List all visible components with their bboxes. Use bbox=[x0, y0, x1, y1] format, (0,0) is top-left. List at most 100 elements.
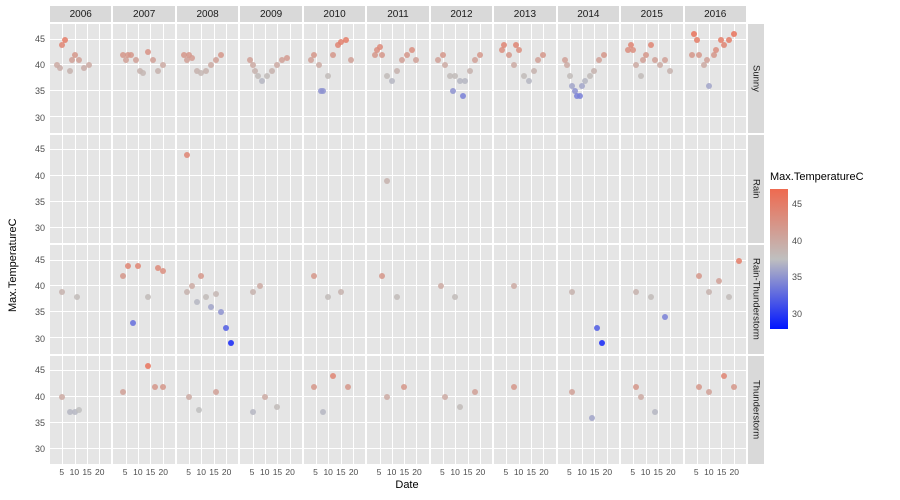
facet-panel bbox=[239, 23, 302, 134]
facet-panel bbox=[366, 355, 429, 466]
data-point bbox=[569, 389, 575, 395]
y-tick-group: 30354045 bbox=[21, 23, 49, 134]
data-point bbox=[511, 62, 517, 68]
data-point bbox=[662, 314, 668, 320]
plot-area: 2006200720082009201020112012201320142015… bbox=[21, 5, 765, 495]
data-point bbox=[457, 404, 463, 410]
data-point bbox=[577, 93, 583, 99]
data-point bbox=[716, 278, 722, 284]
color-legend: Max.TemperatureC 30354045 bbox=[765, 5, 895, 495]
facet-panel bbox=[684, 355, 747, 466]
faceted-scatter-chart: Max.TemperatureC 20062007200820092010201… bbox=[5, 5, 895, 495]
data-point bbox=[140, 70, 146, 76]
data-point bbox=[198, 273, 204, 279]
data-point bbox=[472, 57, 478, 63]
data-point bbox=[736, 258, 742, 264]
data-point bbox=[130, 320, 136, 326]
facet-panel bbox=[176, 355, 239, 466]
col-header: 2014 bbox=[557, 5, 620, 23]
facet-panel bbox=[493, 134, 556, 245]
x-tick-group: 5101520 bbox=[557, 465, 620, 479]
data-point bbox=[535, 57, 541, 63]
data-point bbox=[160, 62, 166, 68]
data-point bbox=[721, 373, 727, 379]
data-point bbox=[638, 394, 644, 400]
facet-panel bbox=[239, 355, 302, 466]
data-point bbox=[218, 309, 224, 315]
data-point bbox=[633, 62, 639, 68]
data-point bbox=[345, 384, 351, 390]
data-point bbox=[338, 289, 344, 295]
facet-panel bbox=[430, 134, 493, 245]
facet-row: 30354045Sunny bbox=[21, 23, 765, 134]
data-point bbox=[208, 304, 214, 310]
data-point bbox=[413, 57, 419, 63]
facet-panel bbox=[493, 244, 556, 355]
data-point bbox=[462, 78, 468, 84]
data-point bbox=[652, 409, 658, 415]
data-point bbox=[394, 294, 400, 300]
facet-panel bbox=[303, 355, 366, 466]
data-point bbox=[145, 294, 151, 300]
data-point bbox=[160, 384, 166, 390]
data-point bbox=[564, 62, 570, 68]
x-tick-group: 5101520 bbox=[49, 465, 112, 479]
data-point bbox=[194, 299, 200, 305]
col-header: 2009 bbox=[239, 5, 302, 23]
facet-panel bbox=[493, 355, 556, 466]
data-point bbox=[706, 289, 712, 295]
data-point bbox=[540, 52, 546, 58]
data-point bbox=[638, 73, 644, 79]
data-point bbox=[184, 152, 190, 158]
data-point bbox=[726, 294, 732, 300]
y-axis-title: Max.TemperatureC bbox=[5, 5, 21, 495]
x-tick-group: 5101520 bbox=[112, 465, 175, 479]
facet-panel bbox=[303, 134, 366, 245]
data-point bbox=[372, 52, 378, 58]
data-point bbox=[274, 404, 280, 410]
x-axis: 5101520510152051015205101520510152051015… bbox=[21, 465, 765, 495]
data-point bbox=[135, 263, 141, 269]
data-point bbox=[120, 389, 126, 395]
data-point bbox=[59, 42, 65, 48]
y-tick-group: 30354045 bbox=[21, 244, 49, 355]
col-header: 2010 bbox=[303, 5, 366, 23]
x-tick-group: 5101520 bbox=[366, 465, 429, 479]
data-point bbox=[59, 394, 65, 400]
data-point bbox=[630, 47, 636, 53]
x-tick-group: 5101520 bbox=[620, 465, 683, 479]
data-point bbox=[213, 57, 219, 63]
facet-panel bbox=[493, 23, 556, 134]
data-point bbox=[311, 52, 317, 58]
data-point bbox=[320, 88, 326, 94]
data-point bbox=[316, 62, 322, 68]
colorbar bbox=[770, 189, 788, 329]
facet-panel bbox=[176, 134, 239, 245]
data-point bbox=[311, 384, 317, 390]
data-point bbox=[442, 62, 448, 68]
data-point bbox=[526, 78, 532, 84]
data-point bbox=[467, 68, 473, 74]
data-point bbox=[184, 289, 190, 295]
data-point bbox=[343, 37, 349, 43]
data-point bbox=[262, 394, 268, 400]
x-axis-title: Date bbox=[21, 479, 765, 491]
data-point bbox=[320, 409, 326, 415]
facet-panel bbox=[366, 134, 429, 245]
row-header: Rain-Thunderstorm bbox=[747, 244, 765, 355]
data-point bbox=[311, 273, 317, 279]
data-point bbox=[76, 407, 82, 413]
data-point bbox=[477, 52, 483, 58]
data-point bbox=[284, 55, 290, 61]
data-point bbox=[501, 42, 507, 48]
data-point bbox=[696, 52, 702, 58]
facet-panel bbox=[49, 244, 112, 355]
data-point bbox=[218, 52, 224, 58]
data-point bbox=[506, 52, 512, 58]
data-point bbox=[399, 57, 405, 63]
facet-row: 30354045 Rain-Thunderstorm bbox=[21, 244, 765, 355]
data-point bbox=[596, 57, 602, 63]
data-point bbox=[704, 57, 710, 63]
facet-panel bbox=[620, 244, 683, 355]
data-point bbox=[531, 68, 537, 74]
